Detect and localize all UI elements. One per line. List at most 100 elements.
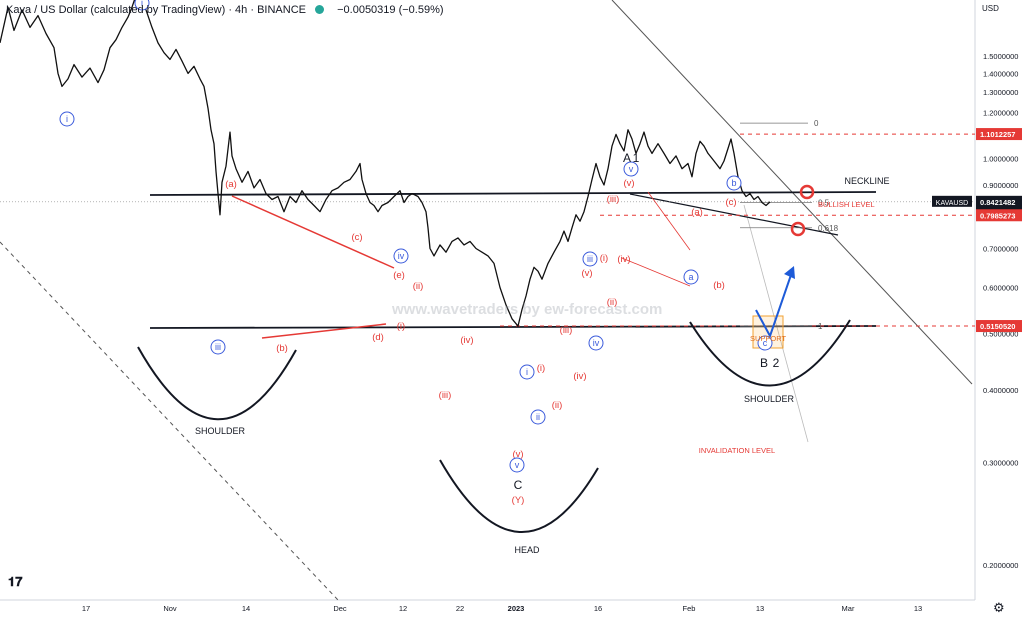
y-tick-label: 1.4000000 [983, 69, 1018, 78]
wave-label-red: (iv) [460, 335, 473, 346]
wave-label-red: (ii) [607, 297, 618, 308]
left-shoulder-label: SHOULDER [195, 426, 246, 436]
wave-label-circle [210, 339, 226, 355]
support-label: SUPPORT [750, 334, 787, 343]
wave-label-blue: i [526, 367, 528, 377]
red-target-circle-icon [799, 184, 815, 200]
level-price-tag-box [976, 128, 1022, 141]
x-tick-label: 22 [456, 604, 464, 613]
wave-label-blue: i [141, 0, 143, 8]
wave-label-red: (e) [393, 270, 405, 281]
neckline [149, 191, 877, 196]
wave-label-black: A [623, 151, 631, 165]
y-tick-label: 1.5000000 [983, 52, 1018, 61]
wave-label-black: 2 [773, 356, 780, 370]
x-tick-label: 12 [399, 604, 407, 613]
settings-gear-icon[interactable]: ⚙ [993, 601, 1005, 616]
bullish-level-label: BULLISH LEVEL [818, 200, 875, 209]
x-tick-label: Mar [842, 604, 855, 613]
head-arc [439, 459, 599, 533]
currency-button[interactable]: USD [982, 4, 999, 13]
symbol-tag-box [932, 195, 972, 207]
wave-label-circle [683, 269, 699, 285]
wave-label-circle [509, 457, 525, 473]
symbol-title[interactable]: Kava / US Dollar (calculated by TradingV… [6, 4, 306, 16]
y-tick-label: 0.3000000 [983, 459, 1018, 468]
y-tick-label: 1.2000000 [983, 108, 1018, 117]
head-label: HEAD [514, 545, 540, 555]
fib-level-label: 0 [814, 119, 819, 128]
fib-level-label: 0.618 [818, 224, 839, 233]
wave-label-red: (c) [725, 197, 736, 208]
fib-projection-line [743, 204, 809, 443]
wave-label-circle [519, 364, 535, 380]
wave-label-red: (i) [600, 253, 608, 264]
channel-line [621, 257, 691, 287]
red-target-circle-icon [790, 221, 806, 237]
wave-label-blue: iii [215, 342, 221, 352]
wave-label-blue: c [763, 338, 768, 348]
neckline-label: NECKLINE [844, 176, 889, 186]
wave-label-red: (iii) [560, 325, 573, 336]
wave-label-red: (v) [512, 449, 523, 460]
y-tick-label: 0.6000000 [983, 283, 1018, 292]
wave-label-circle [59, 111, 75, 127]
x-tick-label: 16 [594, 604, 602, 613]
x-tick-label: 2023 [508, 604, 525, 613]
wave-label-black: C [514, 478, 523, 492]
y-tick-label: 1.3000000 [983, 88, 1018, 97]
y-tick-label: 0.2000000 [983, 561, 1018, 570]
wave-label-red: (a) [691, 207, 703, 218]
x-tick-label: Feb [683, 604, 696, 613]
wave-label-circle [393, 248, 409, 264]
y-tick-label: 0.9000000 [983, 181, 1018, 190]
wave-label-blue: iv [398, 251, 405, 261]
level-price-tag: 0.5150520 [980, 322, 1015, 331]
wave-label-blue: iii [587, 254, 593, 264]
wave-label-blue: ii [536, 412, 540, 422]
wave-label-black: B [760, 356, 768, 370]
tradingview-logo-icon[interactable]: 𝟏𝟕 [8, 575, 23, 590]
dashed-trendline [0, 241, 339, 601]
wave-label-black: 1 [633, 151, 640, 165]
x-tick-label: Dec [333, 604, 347, 613]
level-price-tag-box [976, 209, 1022, 222]
y-tick-label: 1.0000000 [983, 154, 1018, 163]
wave-label-circle [582, 251, 598, 267]
price-change: −0.0050319 (−0.59%) [337, 4, 444, 16]
wave-label-red: (b) [713, 280, 725, 291]
x-tick-label: 13 [756, 604, 764, 613]
watermark: www.wavetraders by ew-forecast.com [391, 301, 662, 318]
triangle-lower-line [261, 323, 387, 339]
left-shoulder-arc [137, 346, 297, 421]
x-tick-label: Nov [163, 604, 177, 613]
fib-level-label: 0.5 [818, 198, 830, 207]
y-tick-label: 0.4000000 [983, 386, 1018, 395]
wave-label-red: (iv) [617, 254, 630, 265]
wave-label-red: (v) [623, 178, 634, 189]
wave-label-blue: a [688, 272, 693, 282]
chart-header: Kava / US Dollar (calculated by TradingV… [6, 4, 444, 16]
wave-label-blue: v [629, 164, 634, 174]
fib-level-label: 1 [818, 322, 823, 331]
wave-label-red: (ii) [413, 281, 424, 292]
plot-background [0, 0, 975, 600]
wave-label-red: (c) [351, 232, 362, 243]
wave-label-red: (iii) [607, 194, 620, 205]
invalidation-level-label: INVALIDATION LEVEL [699, 446, 775, 455]
symbol-tag: KAVAUSD [936, 200, 968, 207]
wave-label-blue: b [731, 178, 736, 188]
wave-label-circle [623, 161, 639, 177]
triangle-upper-line [231, 195, 395, 269]
level-price-tag-box [976, 320, 1022, 333]
arrow-head [784, 266, 795, 279]
wave-label-red: (ii) [552, 400, 563, 411]
blue-projection-arrow-icon [755, 271, 793, 339]
wave-label-blue: i [66, 114, 68, 124]
current-price-value: 0.8421482 [980, 198, 1015, 207]
right-shoulder-arc [689, 319, 851, 387]
price-series [0, 0, 771, 327]
wave-label-circle [726, 175, 742, 191]
channel-line [647, 191, 691, 251]
